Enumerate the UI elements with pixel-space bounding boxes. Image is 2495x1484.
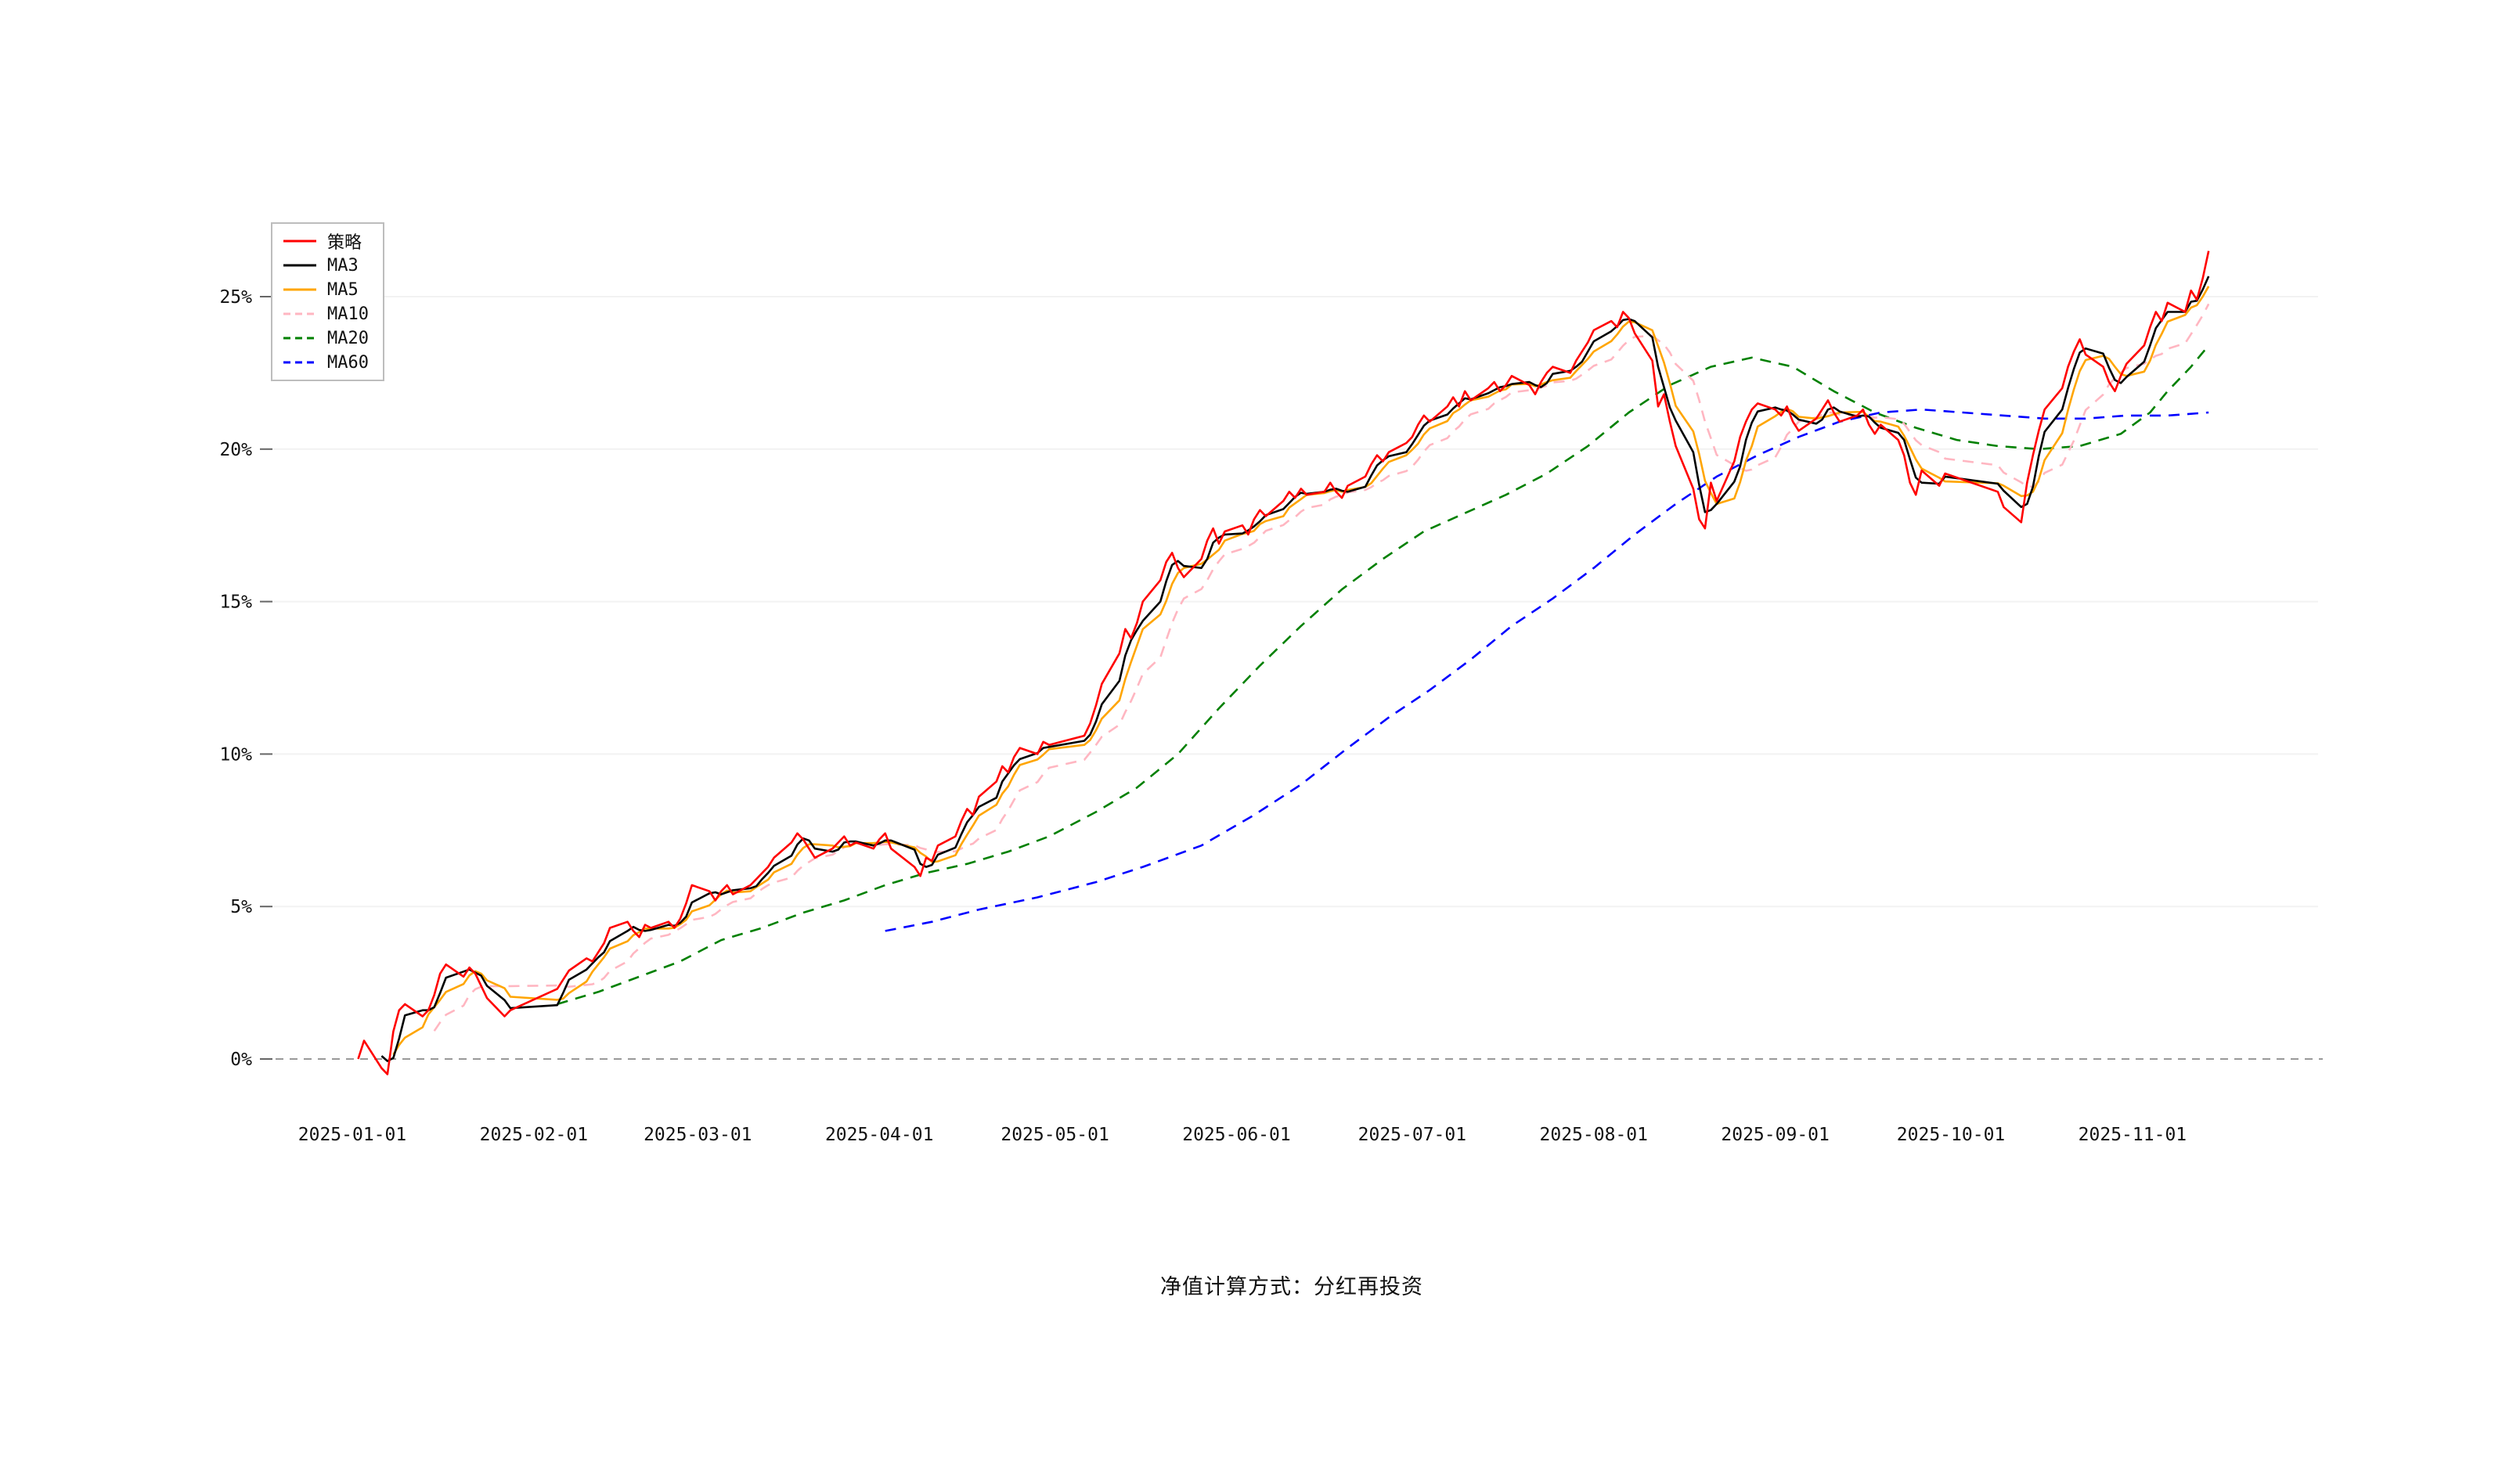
x-tick-label: 2025-09-01	[1721, 1125, 1829, 1145]
x-tick-label: 2025-06-01	[1182, 1125, 1290, 1145]
series-line-ma3	[380, 276, 2210, 1062]
y-tick-label: 10%	[219, 744, 252, 765]
legend-item-ma60: MA60	[282, 351, 369, 373]
y-tick-label: 15%	[219, 593, 252, 613]
x-tick-label: 2025-08-01	[1540, 1125, 1648, 1145]
series-line-ma10	[433, 303, 2210, 1032]
legend-item-ma10: MA10	[282, 303, 369, 325]
x-tick-label: 2025-11-01	[2079, 1125, 2187, 1145]
series-line-strategy	[357, 250, 2210, 1075]
legend-label: MA5	[327, 279, 359, 300]
series-line-ma20	[557, 344, 2210, 1006]
legend-item-ma20: MA20	[282, 327, 369, 349]
x-tick-label: 2025-03-01	[644, 1125, 752, 1145]
legend-label: MA60	[327, 352, 369, 373]
legend-label: MA20	[327, 328, 369, 348]
chart-legend: 策略 MA3 MA5 MA10 MA20 MA60	[271, 222, 384, 381]
y-tick-label: 0%	[230, 1050, 252, 1070]
x-tick-label: 2025-05-01	[1001, 1125, 1109, 1145]
x-tick-label: 2025-02-01	[480, 1125, 588, 1145]
y-tick-label: 20%	[219, 440, 252, 460]
legend-label: 策略	[327, 233, 362, 253]
legend-label: MA10	[327, 304, 369, 324]
legend-line-sample-ma60	[283, 361, 316, 364]
x-tick-label: 2025-04-01	[825, 1125, 933, 1145]
y-tick-label: 25%	[219, 287, 252, 308]
legend-item-ma3: MA3	[282, 254, 369, 276]
legend-line-sample-ma3	[283, 264, 316, 267]
y-tick-label: 5%	[230, 897, 252, 917]
legend-label: MA3	[327, 255, 359, 276]
x-tick-label: 2025-10-01	[1897, 1125, 2005, 1145]
chart-caption: 净值计算方式：分红再投资	[1160, 1275, 1423, 1299]
legend-line-sample-ma20	[283, 337, 316, 340]
series-line-ma60	[885, 408, 2209, 932]
legend-line-sample-ma5	[283, 288, 316, 291]
legend-line-sample-ma10	[283, 312, 316, 315]
x-tick-label: 2025-07-01	[1358, 1125, 1466, 1145]
series-line-ma5	[392, 286, 2210, 1056]
legend-item-ma5: MA5	[282, 279, 369, 301]
x-tick-label: 2025-01-01	[298, 1125, 406, 1145]
legend-item-strategy: 策略	[282, 230, 369, 253]
legend-line-sample-strategy	[283, 240, 316, 243]
